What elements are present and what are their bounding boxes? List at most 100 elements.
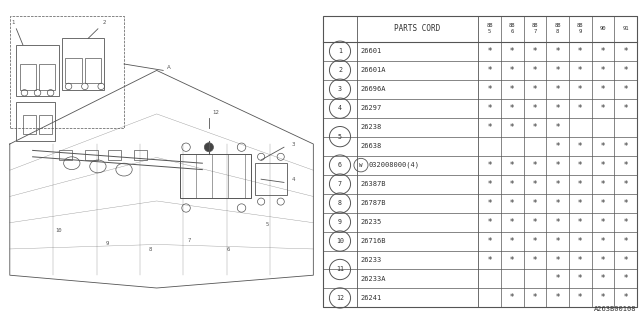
Text: A: A: [166, 65, 170, 70]
Text: 12: 12: [212, 109, 219, 115]
Text: *: *: [623, 218, 628, 227]
Text: 4: 4: [292, 177, 296, 182]
Text: 1: 1: [12, 20, 15, 25]
Text: 26235: 26235: [360, 219, 381, 225]
Text: *: *: [488, 236, 492, 245]
Text: *: *: [601, 161, 605, 170]
Text: *: *: [533, 161, 537, 170]
Text: *: *: [623, 66, 628, 75]
Text: *: *: [601, 236, 605, 245]
Text: *: *: [578, 293, 582, 302]
Bar: [39, 64, 56, 90]
Text: *: *: [533, 199, 537, 208]
Text: PARTS CORD: PARTS CORD: [394, 24, 441, 33]
Text: 26716B: 26716B: [360, 238, 385, 244]
Text: *: *: [488, 123, 492, 132]
Text: 8: 8: [148, 247, 152, 252]
Text: 10: 10: [56, 228, 62, 233]
Text: *: *: [578, 255, 582, 265]
Text: *: *: [578, 275, 582, 284]
Text: 26233A: 26233A: [360, 276, 385, 282]
Text: 4: 4: [338, 105, 342, 111]
Text: *: *: [488, 199, 492, 208]
Text: 26601: 26601: [360, 48, 381, 54]
Text: *: *: [601, 85, 605, 94]
Text: *: *: [488, 66, 492, 75]
Text: *: *: [510, 199, 515, 208]
Text: 26696A: 26696A: [360, 86, 385, 92]
Text: *: *: [623, 142, 628, 151]
Text: 1: 1: [338, 48, 342, 54]
Text: 2: 2: [338, 67, 342, 73]
Text: *: *: [601, 104, 605, 113]
Text: *: *: [510, 123, 515, 132]
Text: *: *: [556, 199, 560, 208]
Text: 26238: 26238: [360, 124, 381, 130]
Text: 11: 11: [336, 267, 344, 273]
Text: *: *: [510, 218, 515, 227]
Text: 3: 3: [338, 86, 342, 92]
Text: 26601A: 26601A: [360, 67, 385, 73]
Text: 7: 7: [188, 237, 191, 243]
Text: *: *: [556, 47, 560, 56]
Text: 8: 8: [338, 200, 342, 206]
Text: 2: 2: [102, 20, 106, 25]
Text: *: *: [578, 47, 582, 56]
Text: 26241: 26241: [360, 295, 381, 301]
Text: *: *: [623, 104, 628, 113]
Text: *: *: [510, 161, 515, 170]
Text: 88
6: 88 6: [509, 23, 516, 34]
Text: *: *: [488, 180, 492, 188]
Text: W: W: [359, 163, 363, 168]
Text: *: *: [578, 85, 582, 94]
Text: *: *: [578, 104, 582, 113]
Text: *: *: [488, 104, 492, 113]
Text: *: *: [488, 85, 492, 94]
Text: *: *: [533, 104, 537, 113]
Text: *: *: [556, 236, 560, 245]
Text: 5: 5: [338, 134, 342, 140]
Bar: [85, 150, 98, 160]
Bar: [108, 150, 121, 160]
Text: *: *: [601, 47, 605, 56]
Text: *: *: [510, 255, 515, 265]
Text: 9: 9: [106, 241, 109, 246]
Text: *: *: [510, 47, 515, 56]
Text: *: *: [556, 142, 560, 151]
Text: 26297: 26297: [360, 105, 381, 111]
Text: 5: 5: [266, 221, 269, 227]
Text: 26387B: 26387B: [360, 181, 385, 187]
Text: *: *: [578, 180, 582, 188]
Text: 88
5: 88 5: [486, 23, 493, 34]
Text: *: *: [533, 218, 537, 227]
Text: *: *: [556, 293, 560, 302]
Text: *: *: [601, 199, 605, 208]
Text: *: *: [601, 275, 605, 284]
Text: *: *: [623, 47, 628, 56]
Text: 90: 90: [600, 26, 606, 31]
Text: 12: 12: [336, 295, 344, 301]
Text: *: *: [601, 66, 605, 75]
Text: *: *: [623, 161, 628, 170]
Text: *: *: [556, 255, 560, 265]
Bar: [39, 115, 52, 134]
Text: *: *: [510, 180, 515, 188]
Text: *: *: [533, 236, 537, 245]
Text: *: *: [488, 218, 492, 227]
Bar: [62, 38, 104, 90]
Text: *: *: [623, 293, 628, 302]
Text: *: *: [578, 236, 582, 245]
Text: *: *: [488, 161, 492, 170]
Text: *: *: [556, 161, 560, 170]
Text: *: *: [510, 66, 515, 75]
Text: 6: 6: [227, 247, 230, 252]
Text: *: *: [533, 180, 537, 188]
Bar: [17, 102, 56, 141]
Text: *: *: [601, 218, 605, 227]
Text: *: *: [578, 218, 582, 227]
Text: *: *: [556, 275, 560, 284]
Bar: [134, 150, 147, 160]
Bar: [85, 58, 101, 83]
Text: 26787B: 26787B: [360, 200, 385, 206]
Text: *: *: [578, 66, 582, 75]
